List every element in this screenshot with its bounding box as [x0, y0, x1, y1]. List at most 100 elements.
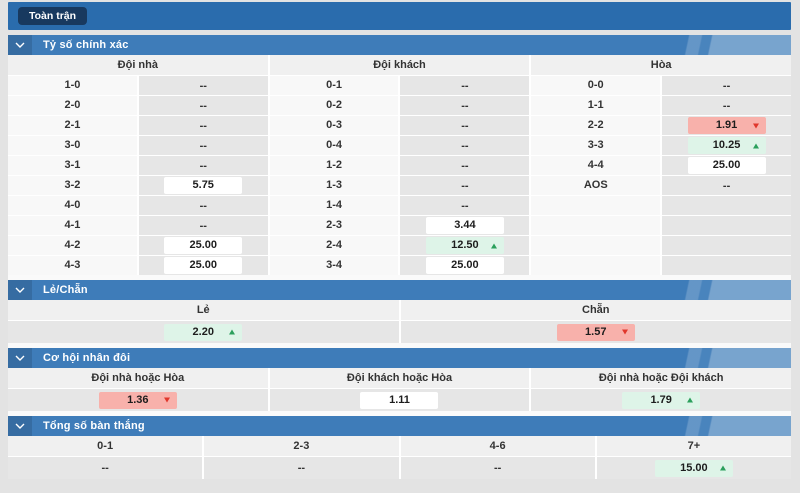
odds-value[interactable]: 3.44 [425, 217, 504, 234]
odds-cell: 10.25 [662, 136, 791, 155]
odds-empty: -- [199, 199, 207, 212]
odds-empty: -- [722, 179, 731, 192]
column-header: Đội nhà hoặc Đội khách [531, 368, 791, 388]
score-label: 4-1 [8, 216, 137, 235]
odds-value[interactable]: 25.00 [164, 237, 243, 254]
odds-number: 25.00 [189, 239, 217, 251]
odds-cell: 12.50 [400, 236, 530, 255]
score-label: AOS [531, 176, 661, 195]
trend-up-icon [490, 243, 497, 248]
odds-cell: 1.91 [662, 116, 791, 135]
trend-up-icon [229, 329, 236, 335]
odds-number: 1.91 [715, 119, 738, 131]
score-label: 3-0 [8, 136, 137, 155]
score-label: 0-3 [269, 116, 399, 135]
odds-number: 1.36 [127, 393, 149, 406]
odds-cell: 25.00 [662, 156, 791, 175]
odds-value[interactable]: 25.00 [425, 257, 504, 274]
odds-value[interactable]: 1.79 [622, 391, 701, 409]
odds-cell: 1.11 [269, 389, 530, 411]
trend-up-icon [752, 143, 759, 148]
score-label: 0-4 [269, 136, 399, 155]
chevron-down-icon[interactable] [8, 280, 32, 300]
odds-value[interactable]: 25.00 [687, 157, 766, 174]
odds-cell: -- [138, 76, 268, 95]
chevron-down-icon[interactable] [8, 416, 32, 436]
odds-cell: 1.79 [531, 389, 791, 411]
trend-down-icon [752, 123, 759, 128]
column-header: Đội nhà hoặc Hòa [8, 368, 268, 388]
chevron-down-icon[interactable] [8, 35, 32, 55]
odds-empty: -- [461, 199, 469, 212]
odds-cell: -- [138, 196, 268, 215]
score-label [531, 236, 661, 255]
section-header[interactable]: Cơ hội nhân đôi [8, 348, 791, 368]
odds-empty: -- [199, 219, 207, 232]
column-header: Đội khách [269, 55, 530, 75]
sections-container: Tỷ số chính xác Đội nhà Đội khách Hòa 1-0 --… [8, 35, 791, 479]
odds-value[interactable]: 15.00 [654, 459, 733, 477]
column-header: 4-6 [400, 436, 595, 456]
odds-number: 1.57 [585, 325, 607, 338]
section-title: Tỷ số chính xác [43, 39, 129, 51]
odds-cell [662, 236, 791, 255]
odds-number: 12.50 [451, 239, 479, 251]
total-goals-table: 0-1 2-3 4-6 7+ -- -- -- 15.00 [8, 436, 791, 479]
odds-value[interactable]: 12.50 [425, 237, 504, 254]
score-label: 4-2 [8, 236, 137, 255]
odds-cell: -- [138, 156, 268, 175]
odds-value[interactable]: 1.91 [687, 117, 766, 134]
score-label: 3-2 [8, 176, 137, 195]
odds-cell: -- [400, 156, 530, 175]
odds-value[interactable]: 10.25 [687, 137, 766, 154]
odds-empty: -- [297, 462, 306, 474]
trend-up-icon [687, 397, 694, 403]
content-area: Toàn trận Tỷ số chính xác Đội nhà Đội khá… [8, 0, 791, 479]
column-header: 2-3 [204, 436, 399, 456]
odds-empty: -- [199, 119, 207, 132]
odds-empty: -- [461, 119, 469, 132]
odds-number: 10.25 [712, 139, 741, 151]
odds-empty: -- [461, 99, 469, 112]
odds-value[interactable]: 5.75 [164, 177, 243, 194]
score-label: 1-1 [531, 96, 661, 115]
column-header: 0-1 [8, 436, 203, 456]
odds-empty: -- [461, 79, 469, 92]
section-header[interactable]: Tỷ số chính xác [8, 35, 791, 55]
odds-number: 25.00 [712, 159, 741, 171]
odds-value[interactable]: 2.20 [164, 323, 243, 341]
trend-down-icon [621, 329, 628, 335]
odds-empty: -- [199, 79, 207, 92]
odds-cell: -- [400, 457, 595, 479]
score-label: 2-2 [531, 116, 661, 135]
odds-cell [662, 256, 791, 275]
odds-cell: 1.36 [8, 389, 268, 411]
odds-cell: -- [138, 216, 268, 235]
odds-value[interactable]: 1.11 [360, 391, 439, 409]
odds-cell: -- [662, 76, 791, 95]
score-label: 2-0 [8, 96, 137, 115]
odds-cell: -- [400, 76, 530, 95]
odds-cell [662, 196, 791, 215]
chevron-down-icon[interactable] [8, 348, 32, 368]
score-label: 3-1 [8, 156, 137, 175]
full-match-button[interactable]: Toàn trận [18, 6, 88, 26]
odds-number: 1.11 [389, 393, 410, 406]
odds-cell: -- [204, 457, 399, 479]
odds-value[interactable]: 25.00 [164, 257, 243, 274]
score-label: 0-1 [269, 76, 399, 95]
odds-value[interactable]: 1.57 [556, 323, 635, 341]
odds-cell: -- [138, 96, 268, 115]
section-title: Cơ hội nhân đôi [43, 352, 131, 364]
section-title: Lẻ/Chẵn [43, 284, 88, 296]
score-label: 1-4 [269, 196, 399, 215]
score-label: 2-3 [269, 216, 399, 235]
odds-number: 2.20 [192, 325, 214, 338]
odds-value[interactable]: 1.36 [98, 391, 177, 409]
odds-cell: -- [400, 176, 530, 195]
odds-cell: -- [8, 457, 203, 479]
section-header[interactable]: Lẻ/Chẵn [8, 280, 791, 300]
section-header[interactable]: Tổng số bàn thắng [8, 416, 791, 436]
column-header: Đội khách hoặc Hòa [269, 368, 530, 388]
